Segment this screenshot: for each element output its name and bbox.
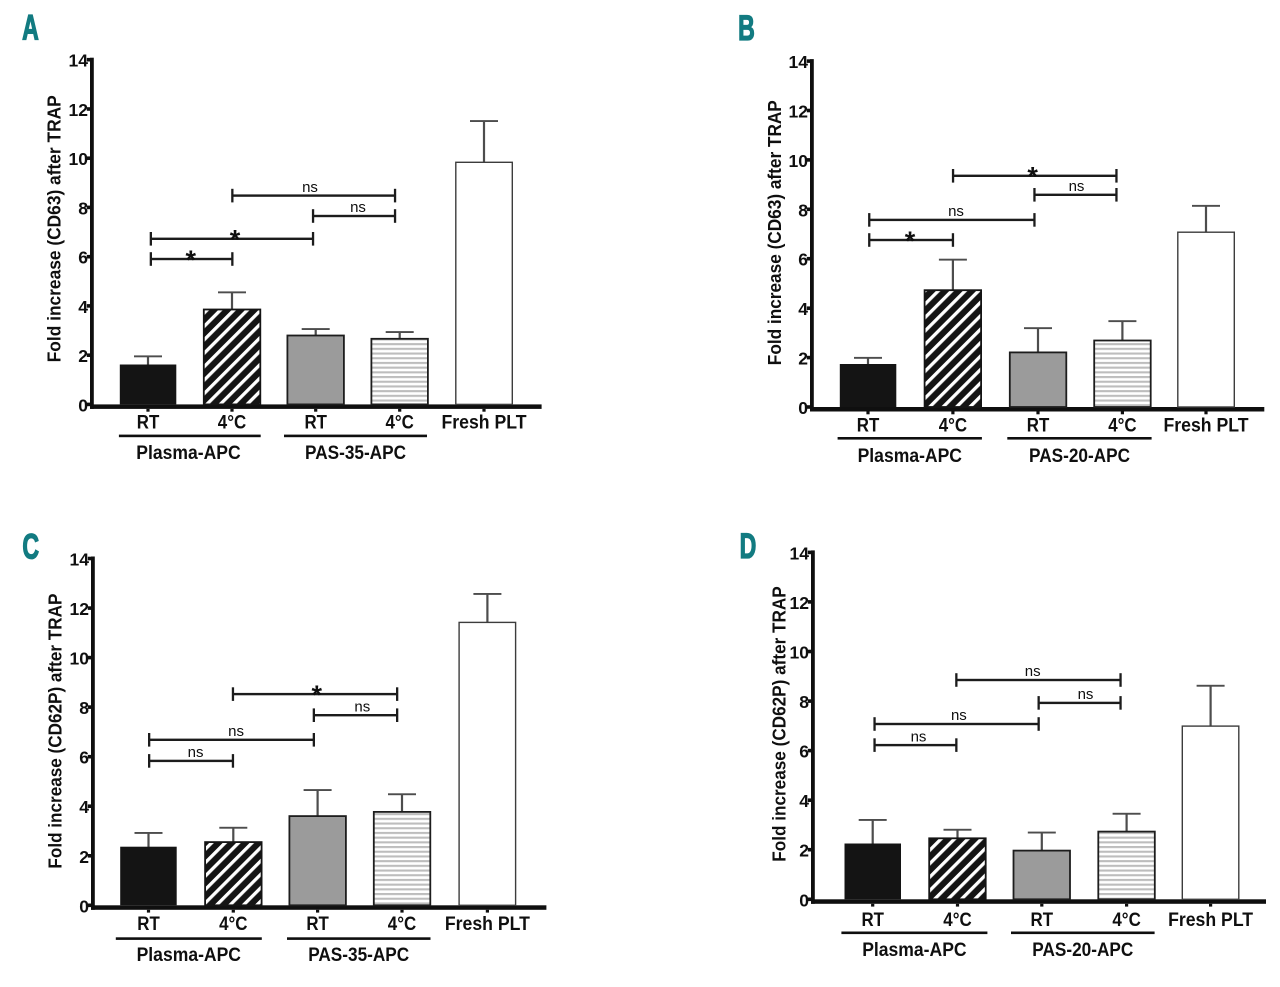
svg-text:RT: RT <box>1027 416 1050 437</box>
svg-text:PAS-20-APC: PAS-20-APC <box>1029 446 1130 467</box>
svg-text:4°C: 4°C <box>388 914 417 935</box>
svg-text:C: C <box>22 528 39 567</box>
svg-text:ns: ns <box>1078 686 1094 703</box>
svg-text:ns: ns <box>911 728 927 745</box>
svg-text:10: 10 <box>69 149 89 169</box>
svg-text:Fresh PLT: Fresh PLT <box>1164 416 1249 437</box>
svg-text:12: 12 <box>790 593 810 613</box>
svg-text:Fold increase (CD62P) after TR: Fold increase (CD62P) after TRAP <box>45 594 65 869</box>
svg-text:ns: ns <box>1069 178 1085 195</box>
svg-text:PAS-35-APC: PAS-35-APC <box>305 443 406 464</box>
svg-text:10: 10 <box>70 649 90 669</box>
svg-text:RT: RT <box>857 416 880 437</box>
svg-text:ns: ns <box>354 698 370 715</box>
svg-text:6: 6 <box>799 742 809 762</box>
svg-text:14: 14 <box>789 52 809 72</box>
svg-text:*: * <box>905 226 916 256</box>
svg-text:4: 4 <box>798 299 808 319</box>
svg-text:8: 8 <box>78 198 88 218</box>
svg-text:10: 10 <box>789 151 809 171</box>
svg-text:2: 2 <box>79 847 89 867</box>
svg-text:0: 0 <box>798 398 808 418</box>
svg-text:Fold increase (CD63) after TRA: Fold increase (CD63) after TRAP <box>44 95 64 362</box>
svg-text:D: D <box>740 527 757 566</box>
svg-text:6: 6 <box>78 248 88 268</box>
svg-text:12: 12 <box>789 102 809 122</box>
svg-text:ns: ns <box>188 744 204 761</box>
svg-text:4: 4 <box>78 297 88 317</box>
svg-text:Fresh PLT: Fresh PLT <box>1168 910 1253 931</box>
svg-text:Plasma-APC: Plasma-APC <box>858 446 963 467</box>
svg-text:Plasma-APC: Plasma-APC <box>136 443 241 464</box>
svg-text:12: 12 <box>69 100 89 120</box>
svg-text:12: 12 <box>70 599 90 619</box>
svg-text:*: * <box>230 225 241 255</box>
svg-text:ns: ns <box>350 199 366 216</box>
svg-text:4°C: 4°C <box>386 413 415 434</box>
svg-text:RT: RT <box>306 914 329 935</box>
svg-text:8: 8 <box>799 692 809 712</box>
svg-text:14: 14 <box>790 543 810 563</box>
svg-text:Fold increase (CD62P) after TR: Fold increase (CD62P) after TRAP <box>769 586 789 862</box>
svg-text:14: 14 <box>70 550 90 570</box>
svg-text:Plasma-APC: Plasma-APC <box>862 940 967 961</box>
svg-text:8: 8 <box>798 200 808 220</box>
svg-text:2: 2 <box>78 346 88 366</box>
svg-text:PAS-35-APC: PAS-35-APC <box>308 945 409 966</box>
svg-text:Fresh PLT: Fresh PLT <box>445 914 530 935</box>
svg-text:RT: RT <box>304 413 327 434</box>
svg-text:0: 0 <box>799 890 809 910</box>
svg-text:RT: RT <box>861 910 884 931</box>
svg-text:RT: RT <box>1031 910 1054 931</box>
svg-text:14: 14 <box>69 51 89 71</box>
svg-text:A: A <box>22 9 39 48</box>
svg-text:4°C: 4°C <box>943 910 972 931</box>
svg-text:ns: ns <box>1025 663 1041 680</box>
svg-text:4°C: 4°C <box>1108 416 1137 437</box>
svg-text:ns: ns <box>951 707 967 724</box>
svg-text:4: 4 <box>79 797 89 817</box>
svg-text:ns: ns <box>302 179 318 196</box>
svg-text:*: * <box>311 680 322 710</box>
svg-text:Plasma-APC: Plasma-APC <box>137 945 242 966</box>
svg-text:2: 2 <box>798 349 808 369</box>
svg-text:0: 0 <box>79 896 89 916</box>
svg-text:RT: RT <box>137 413 160 434</box>
svg-text:6: 6 <box>798 250 808 270</box>
svg-text:2: 2 <box>799 841 809 861</box>
svg-text:8: 8 <box>79 698 89 718</box>
svg-text:4°C: 4°C <box>218 413 247 434</box>
svg-text:PAS-20-APC: PAS-20-APC <box>1032 940 1133 961</box>
svg-text:Fold increase (CD63) after TRA: Fold increase (CD63) after TRAP <box>765 100 785 365</box>
svg-text:B: B <box>738 9 755 48</box>
svg-text:4: 4 <box>799 791 809 811</box>
svg-text:ns: ns <box>228 723 244 740</box>
svg-text:4°C: 4°C <box>219 914 248 935</box>
svg-text:Fresh PLT: Fresh PLT <box>442 413 527 434</box>
svg-text:0: 0 <box>78 395 88 415</box>
svg-text:RT: RT <box>137 914 160 935</box>
svg-text:4°C: 4°C <box>1112 910 1141 931</box>
svg-text:*: * <box>1027 162 1038 192</box>
svg-text:ns: ns <box>948 203 964 220</box>
svg-text:6: 6 <box>79 748 89 768</box>
svg-text:*: * <box>186 245 197 275</box>
svg-text:10: 10 <box>790 643 810 663</box>
svg-text:4°C: 4°C <box>939 416 968 437</box>
